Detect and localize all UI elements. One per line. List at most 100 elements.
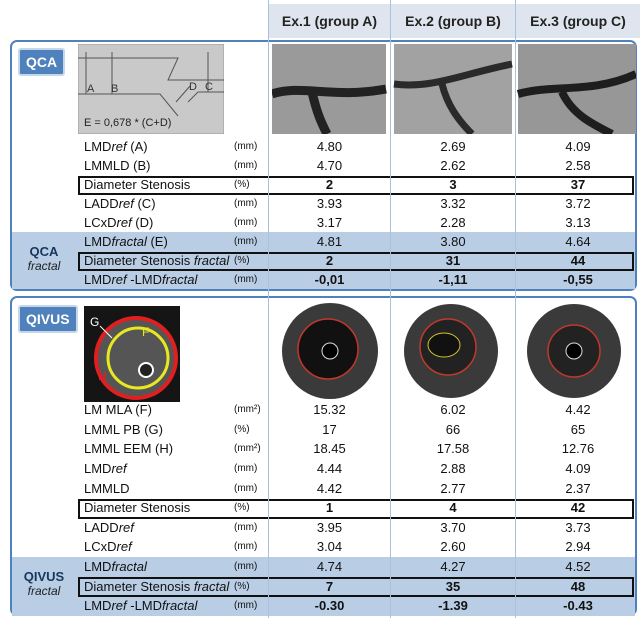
cell-value: 4.64 <box>565 234 591 249</box>
row-label: LCxD ref <box>84 537 234 557</box>
row-box <box>78 577 634 597</box>
row-unit: (mm) <box>234 198 258 209</box>
cell-value: 17 <box>322 421 337 437</box>
cell-value: 3.80 <box>440 234 466 249</box>
cell-value: 12.76 <box>561 441 595 457</box>
row-label: LMML PB (G) <box>84 420 234 440</box>
diagram-label: A <box>87 83 95 95</box>
cell-value: 3.95 <box>316 519 343 535</box>
row-label-part: LMMLD <box>84 480 130 496</box>
row-unit: (mm) <box>234 600 258 612</box>
row-label: LMMLD (B) <box>84 156 234 175</box>
row-label-part: LMD <box>84 272 112 287</box>
row-unit: (mm) <box>234 160 258 171</box>
cell-value: 4.74 <box>316 559 343 575</box>
row-label-part: ref <box>111 461 127 477</box>
row-label-part: LMML EEM (H) <box>84 441 174 457</box>
row-box <box>78 252 634 271</box>
cell-value: -1,11 <box>438 272 468 287</box>
diagram-label: B <box>111 83 118 95</box>
row-label-part: ref <box>111 272 127 287</box>
diagram-label: F <box>142 325 149 339</box>
row-label: LADD ref (C) <box>84 194 234 213</box>
cell-value: 17.58 <box>436 441 470 457</box>
column-line <box>390 0 391 618</box>
row-unit: (mm) <box>234 236 258 247</box>
vessel <box>272 84 387 134</box>
cell-value: 31 <box>445 253 461 268</box>
cell-value: 3.70 <box>440 519 466 535</box>
cell-value: 2.77 <box>440 480 466 496</box>
cell-value: 4.44 <box>316 461 343 477</box>
row-unit: (mm) <box>234 482 258 494</box>
row-label: LMML EEM (H) <box>84 439 234 459</box>
column-header: Ex.3 (group C) <box>516 4 640 38</box>
row-label: LMD ref <box>84 459 234 479</box>
row-label-part: fractal <box>193 578 230 594</box>
cell-value: 35 <box>445 578 461 594</box>
row-unit: (%) <box>234 580 250 592</box>
vessel-outline <box>78 57 224 117</box>
row-label-part: ref <box>118 196 134 211</box>
lumen-circle <box>106 326 170 390</box>
cell-value: 3.72 <box>565 196 591 211</box>
vessel <box>516 70 636 134</box>
cell-value: 2.28 <box>440 215 466 230</box>
cell-value: 65 <box>570 421 586 437</box>
row-label-part: LADD <box>84 196 119 211</box>
ivus-catheter <box>565 342 583 360</box>
qca-panel <box>10 40 637 291</box>
ivus-contour <box>427 332 461 358</box>
cell-value: 3.73 <box>565 519 591 535</box>
row-label-part: -LMD <box>126 272 163 287</box>
row-label-part: LCxD <box>84 215 117 230</box>
cell-value: 2 <box>325 177 334 192</box>
row-label-part: Diameter Stenosis <box>84 578 194 594</box>
fractal-label: QCA fractal <box>14 244 74 273</box>
row-label: LADD ref <box>84 518 234 538</box>
row-label-part: fractal <box>193 253 230 268</box>
row-label: LMD fractal <box>84 557 234 577</box>
row-label-part: ref <box>118 519 134 535</box>
diagram-label: D <box>189 81 197 93</box>
fractal-band <box>12 232 635 289</box>
cell-value: 42 <box>570 500 586 516</box>
cell-value: 3.17 <box>316 215 343 230</box>
row-label-part: LMD <box>84 234 112 249</box>
angiogram <box>394 44 512 134</box>
row-unit: (mm) <box>234 274 258 285</box>
vessel <box>393 60 513 134</box>
row-label: Diameter Stenosis fractal <box>84 576 234 596</box>
cell-value: 15.32 <box>313 402 346 418</box>
row-label: LMD fractal (E) <box>84 232 234 251</box>
cell-value: 7 <box>325 578 334 594</box>
row-unit: (mm) <box>234 521 258 533</box>
row-label: LCxD ref (D) <box>84 213 234 232</box>
cell-value: 4.09 <box>565 139 591 154</box>
row-unit: (mm²) <box>234 404 261 416</box>
cell-value: 2.58 <box>565 158 591 173</box>
panel-label: QCA <box>18 48 66 76</box>
row-label: Diameter Stenosis <box>84 175 234 194</box>
row-label-part: LMD <box>84 461 112 477</box>
column-line <box>515 0 516 618</box>
row-unit: (%) <box>234 255 250 266</box>
cell-value: -0,01 <box>314 272 345 287</box>
qca-diagram: A B D C E = 0,678 * (C+D) <box>78 44 224 134</box>
column-header: Ex.1 (group A) <box>269 4 390 38</box>
cell-value: 2 <box>325 253 334 268</box>
row-label-part: Diameter Stenosis <box>84 253 194 268</box>
cell-value: 4.80 <box>316 139 343 154</box>
cell-value: 2.94 <box>565 539 591 555</box>
row-unit: (mm²) <box>234 443 261 455</box>
row-label-part: -LMD <box>126 598 163 614</box>
row-unit: (%) <box>234 423 250 435</box>
row-label-part: LM MLA (F) <box>84 402 152 418</box>
row-label-part: fractal <box>111 234 147 249</box>
measure-line <box>175 85 191 103</box>
diagram-label: C <box>205 81 213 93</box>
cell-value: 18.45 <box>313 441 346 457</box>
cell-value: -0.30 <box>314 598 345 614</box>
cell-value: 4.81 <box>316 234 343 249</box>
